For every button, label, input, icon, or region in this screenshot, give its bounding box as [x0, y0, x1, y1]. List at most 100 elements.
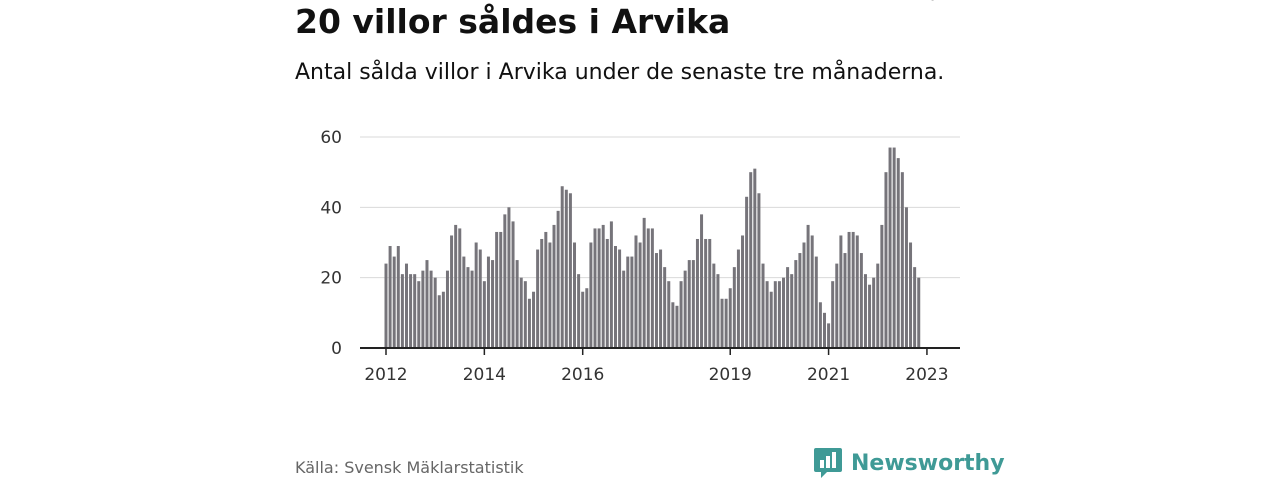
- bars: [384, 147, 921, 348]
- bar: [798, 253, 802, 348]
- bar: [450, 235, 454, 348]
- bar: [527, 298, 531, 348]
- bar: [687, 260, 691, 348]
- x-tick-label: 2012: [364, 365, 407, 385]
- bar: [691, 260, 695, 348]
- bar: [900, 172, 904, 348]
- bar: [712, 263, 716, 348]
- bar: [400, 274, 404, 348]
- bar: [454, 224, 458, 348]
- bar: [589, 242, 593, 348]
- bar: [495, 231, 499, 348]
- bar: [749, 172, 753, 348]
- bar: [536, 249, 540, 348]
- x-tick-label: 2019: [709, 365, 752, 385]
- bar: [622, 270, 626, 348]
- bar: [605, 238, 609, 348]
- bar: [585, 288, 589, 348]
- bar: [613, 246, 617, 348]
- bar: [581, 291, 585, 348]
- bar: [868, 284, 872, 348]
- chart-title: 20 villor såldes i Arvika: [295, 2, 731, 41]
- bar: [745, 196, 749, 348]
- bar: [880, 224, 884, 348]
- x-tick-label: 2021: [807, 365, 850, 385]
- bar: [441, 291, 445, 348]
- bar: [560, 186, 564, 348]
- bar: [851, 231, 855, 348]
- bar: [679, 281, 683, 348]
- bar: [884, 172, 888, 348]
- bar: [736, 249, 740, 348]
- bar: [782, 277, 786, 348]
- bar: [704, 238, 708, 348]
- newsworthy-logo-icon: [814, 448, 842, 478]
- bar: [642, 217, 646, 348]
- bar: [437, 295, 441, 348]
- bar: [392, 256, 396, 348]
- bar: [671, 302, 675, 348]
- bar: [499, 231, 503, 348]
- bar: [388, 246, 392, 348]
- bar: [556, 210, 560, 348]
- bar: [404, 263, 408, 348]
- bar: [544, 231, 548, 348]
- bar: [777, 281, 781, 348]
- bar: [630, 256, 634, 348]
- bar: [552, 224, 556, 348]
- bar: [564, 189, 568, 348]
- axes: [360, 347, 960, 355]
- bar: [503, 214, 507, 348]
- y-tick-label: 40: [320, 198, 342, 218]
- bar: [831, 281, 835, 348]
- bar: [568, 193, 572, 348]
- bar: [827, 323, 831, 348]
- bar: [573, 242, 577, 348]
- bar: [847, 231, 851, 348]
- bar: [769, 291, 773, 348]
- bar: [523, 281, 527, 348]
- bar: [445, 270, 449, 348]
- bar: [609, 221, 613, 348]
- bar: [732, 267, 736, 348]
- bar: [806, 224, 810, 348]
- bar: [519, 277, 523, 348]
- bar: [790, 274, 794, 348]
- bar: [659, 249, 663, 348]
- bar: [458, 228, 462, 348]
- bar: [822, 312, 826, 348]
- bar: [429, 270, 433, 348]
- x-tick-label: 2023: [905, 365, 948, 385]
- bar: [839, 235, 843, 348]
- bar: [417, 281, 421, 348]
- bar: [626, 256, 630, 348]
- bar: [618, 249, 622, 348]
- bar: [532, 291, 536, 348]
- bar: [859, 253, 863, 348]
- bar: [904, 207, 908, 348]
- bar: [892, 147, 896, 348]
- x-tick-label: 2014: [463, 365, 506, 385]
- bar: [663, 267, 667, 348]
- bar: [433, 277, 437, 348]
- bar: [757, 193, 761, 348]
- bar: [601, 224, 605, 348]
- bar: [708, 238, 712, 348]
- bar: [786, 267, 790, 348]
- bar: [413, 274, 417, 348]
- newsworthy-logo: Newsworthy: [813, 446, 1005, 480]
- bar: [700, 214, 704, 348]
- bar: [695, 238, 699, 348]
- bar: [683, 270, 687, 348]
- bar: [515, 260, 519, 348]
- bar: [909, 242, 913, 348]
- bar: [478, 249, 482, 348]
- bar: [728, 288, 732, 348]
- bar: [765, 281, 769, 348]
- bar: [818, 302, 822, 348]
- bar: [761, 263, 765, 348]
- bar: [896, 158, 900, 348]
- bar: [597, 228, 601, 348]
- bar: [593, 228, 597, 348]
- bar: [421, 270, 425, 348]
